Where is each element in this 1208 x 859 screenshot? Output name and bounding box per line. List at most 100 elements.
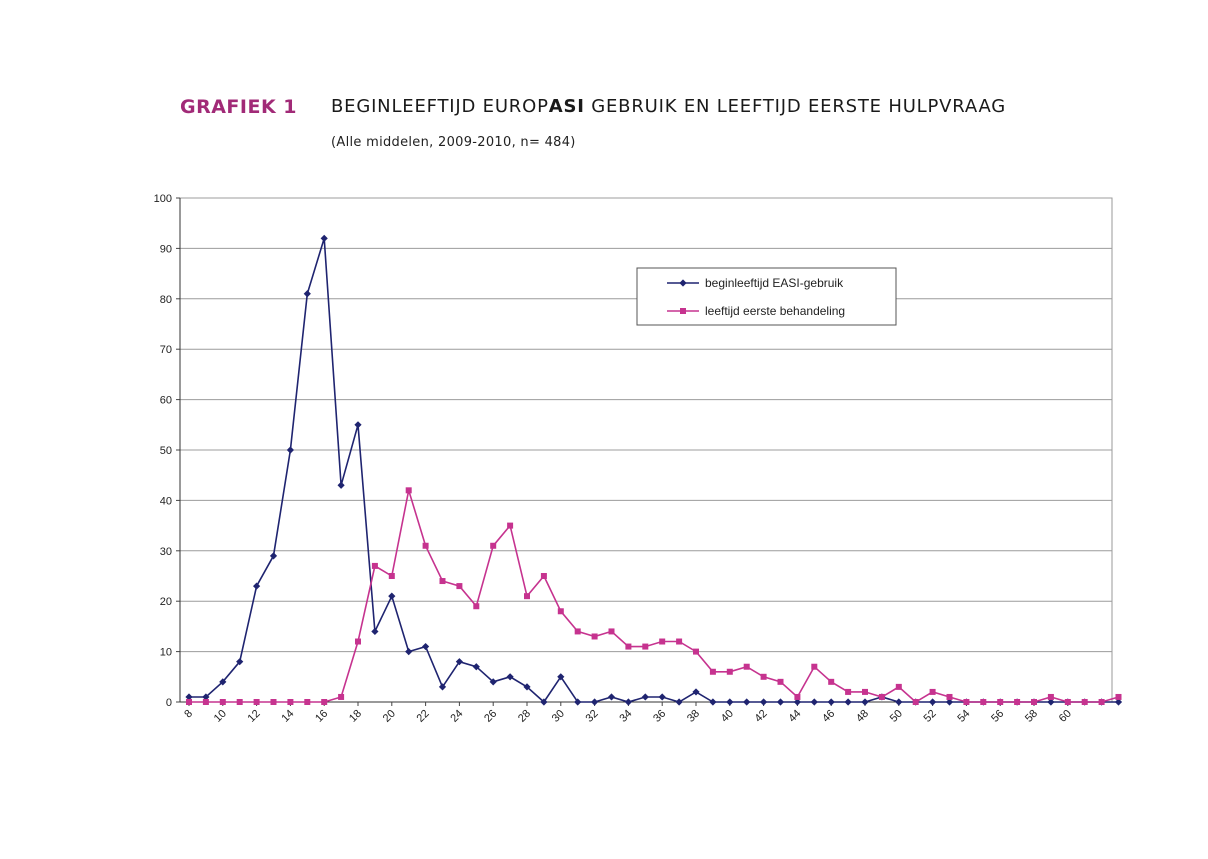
series-1-point — [945, 698, 954, 706]
series-2-point — [456, 583, 463, 590]
series-1-point — [506, 673, 514, 681]
series-2-point — [574, 628, 581, 635]
x-tick-label: 34 — [617, 708, 634, 725]
series-2-point — [862, 688, 868, 695]
series-2-point — [878, 693, 885, 700]
y-tick-label: 0 — [166, 697, 172, 709]
series-1-point — [574, 698, 582, 706]
title-part-1: BEGINLEEFTIJD EUROP — [331, 96, 549, 117]
x-tick-label: 28 — [516, 708, 533, 725]
series-1-point — [624, 698, 632, 706]
x-tick-label: 22 — [415, 708, 432, 725]
series-2-point — [1047, 693, 1054, 700]
series-2-point — [608, 628, 615, 635]
x-tick-label: 50 — [888, 708, 905, 725]
series-2-point — [912, 699, 919, 705]
series-1-point — [405, 648, 413, 656]
series-2-point — [642, 643, 649, 650]
x-tick-label: 8 — [182, 708, 195, 721]
series-1-point — [303, 290, 311, 298]
series-2-point — [186, 699, 192, 705]
title-part-2: GEBRUIK EN LEEFTIJD EERSTE HULPVRAAG — [584, 96, 1007, 117]
x-tick-label: 52 — [922, 708, 939, 725]
series-1-point — [286, 446, 294, 454]
series-2-point — [388, 573, 395, 579]
series-2-point — [743, 663, 750, 670]
series-1-point — [709, 698, 717, 706]
series-1-point — [557, 673, 565, 681]
series-1-point — [219, 678, 227, 686]
series-1-point — [540, 698, 548, 706]
series-1-point — [844, 698, 852, 706]
x-tick-label: 32 — [584, 708, 601, 725]
series-2-point — [219, 699, 226, 705]
x-tick-label: 44 — [786, 708, 803, 725]
series-1-point — [388, 592, 396, 600]
figure-subtitle: (Alle middelen, 2009-2010, n= 484) — [331, 135, 576, 150]
series-2-point — [1031, 699, 1037, 705]
series-1-point — [202, 693, 210, 701]
x-tick-label: 54 — [955, 708, 972, 725]
series-1-point — [438, 683, 447, 691]
series-2-point — [371, 562, 378, 569]
x-tick-label: 46 — [820, 708, 837, 725]
series-2-point — [1081, 699, 1088, 705]
series-1-point — [455, 658, 463, 666]
series-2-point — [693, 648, 699, 655]
legend-label-2: leeftijd eerste behandeling — [705, 304, 845, 318]
series-2-point — [422, 542, 429, 549]
series-1-point — [185, 693, 193, 701]
x-tick-label: 16 — [313, 708, 330, 725]
series-2-point — [557, 608, 564, 615]
series-2-point — [1014, 699, 1021, 705]
series-2-point — [625, 643, 632, 650]
x-tick-label: 40 — [719, 708, 736, 725]
series-1-point — [591, 698, 599, 706]
series-1-point — [810, 698, 818, 706]
series-1-point — [371, 627, 379, 636]
series-2-point — [540, 573, 547, 579]
series-2-point — [963, 699, 970, 705]
x-tick-label: 20 — [381, 708, 398, 725]
series-2-point — [236, 699, 243, 705]
x-tick-label: 36 — [651, 708, 668, 725]
series-2-point — [490, 542, 497, 549]
series-1-point — [726, 698, 734, 706]
series-2-point — [355, 638, 361, 645]
series-1-point — [692, 688, 700, 696]
x-tick-label: 30 — [550, 708, 567, 725]
series-1-point — [422, 642, 430, 651]
series-2-point — [929, 688, 936, 695]
series-2-point — [1064, 699, 1071, 705]
series-2-point — [659, 638, 666, 645]
x-tick-label: 48 — [854, 708, 871, 725]
title-part-bold: ASI — [548, 96, 585, 117]
series-2-point — [828, 678, 835, 685]
series-2-point — [946, 693, 953, 700]
x-tick-label: 60 — [1057, 708, 1074, 725]
series-2-point — [811, 663, 818, 670]
figure-title: BEGINLEEFTIJD EUROPASI GEBRUIK EN LEEFTI… — [331, 96, 1006, 117]
series-2-point — [253, 699, 260, 705]
series-2-point — [1115, 693, 1122, 700]
x-tick-label: 24 — [448, 708, 465, 725]
series-1-point — [776, 698, 785, 706]
series-1-point — [269, 552, 278, 560]
series-2-point — [405, 487, 412, 494]
x-tick-label: 26 — [482, 708, 499, 725]
x-tick-label: 38 — [685, 708, 702, 725]
series-2-point — [895, 683, 902, 690]
series-2-point — [709, 668, 716, 675]
x-tick-label: 12 — [246, 708, 263, 725]
series-1-point — [861, 698, 869, 706]
legend-marker-1 — [679, 279, 687, 287]
series-2-point — [726, 668, 733, 675]
series-1-point — [641, 693, 649, 701]
series-2-point — [202, 699, 209, 705]
series-1-point — [489, 678, 497, 686]
series-2-point — [473, 603, 480, 610]
series-2-point — [338, 693, 345, 700]
series-2-point — [1098, 699, 1105, 705]
series-1-point — [658, 693, 666, 701]
series-1-point — [743, 698, 751, 706]
